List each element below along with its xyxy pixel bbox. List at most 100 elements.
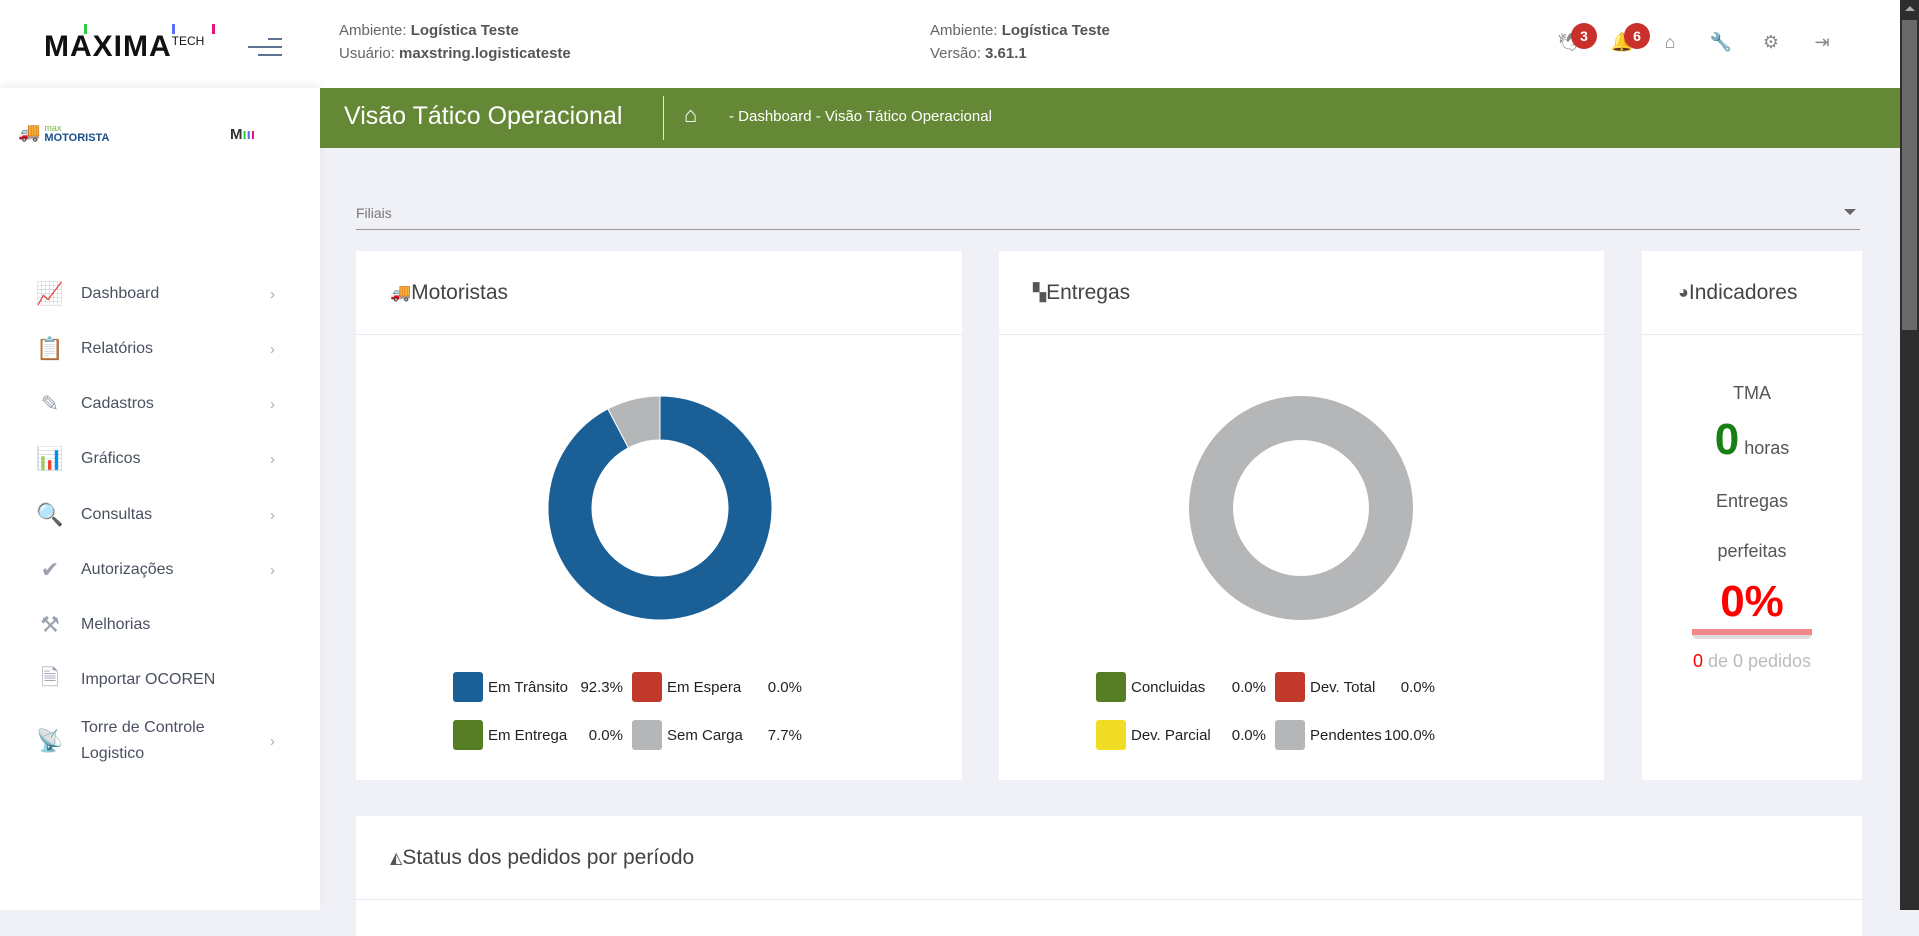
filiais-label: Filiais [356, 205, 392, 221]
sidebar-item-label: Torre de Controle Logistico [81, 719, 205, 762]
legend-value: 0.0% [767, 678, 802, 696]
sidebar-item-consultas[interactable]: 🔍 Consultas › [0, 490, 320, 540]
legend-swatch [1096, 672, 1126, 702]
legend-label: Sem Carga [667, 726, 743, 744]
deliveries-count: 0 de 0 pedidos [1642, 651, 1862, 672]
breadcrumb[interactable]: - Dashboard - Visão Tático Operacional [729, 108, 992, 125]
sidebar-item-cadastros[interactable]: ✎ Cadastros › [0, 379, 320, 429]
bell-icon[interactable]: 🔔 6 [1610, 23, 1650, 54]
divider [663, 96, 664, 140]
legend-label: Dev. Total [1310, 678, 1376, 696]
menu-toggle-icon[interactable] [248, 36, 282, 56]
top-header: MAXIMATECH Ambiente: Logística Teste Usu… [0, 0, 1900, 88]
legend-value: 92.3% [580, 678, 623, 696]
clipboard-icon: 📋 [36, 336, 64, 361]
sidebar-item-label: Relatórios [81, 340, 154, 357]
entregas-perfeitas-label: Entregas [1715, 491, 1789, 511]
sidebar-item-label: Autorizações [81, 561, 174, 578]
entregas-card: ▚ Entregas Concluidas 0.0% Dev. Total 0.0% De… [999, 251, 1604, 780]
area-chart-icon: ◭ [390, 849, 403, 867]
legend-label: Em Entrega [488, 726, 568, 744]
chevron-right-icon: › [270, 285, 275, 303]
magic-wand-icon: ⚒ [40, 612, 60, 637]
donut-slice-em-tr-nsito[interactable] [547, 395, 773, 621]
scrollbar-thumb[interactable] [1902, 20, 1917, 330]
legend-item[interactable]: Em Entrega 0.0% [453, 720, 623, 750]
legend-item[interactable]: Dev. Parcial 0.0% [1096, 720, 1266, 750]
perfect-deliveries-value: 0% [1720, 577, 1784, 626]
motoristas-card: 🚚 Motoristas Em Trânsito 92.3% Em Espera 0.0… [356, 251, 962, 780]
environment-info: Ambiente: Logística Teste Usuário: maxst… [339, 19, 571, 65]
sidebar-item-melhorias[interactable]: ⚒ Melhorias [0, 600, 320, 650]
perfect-deliveries-bar [1692, 629, 1812, 639]
wrench-icon[interactable]: 🔧 [1709, 32, 1733, 52]
document-icon: 🗎 [41, 665, 59, 690]
legend-swatch [1096, 720, 1126, 750]
boxes-icon: ▚ [1033, 282, 1047, 302]
m-logo-text: M [230, 126, 243, 143]
tma-label: TMA [1733, 383, 1771, 403]
legend-swatch [1275, 720, 1305, 750]
logo-text: MAXIMA [44, 30, 172, 63]
env-value: Logística Teste [410, 22, 519, 39]
antenna-icon: 📡 [36, 728, 64, 753]
env-label: Ambiente: [339, 22, 407, 39]
chevron-right-icon: › [270, 450, 275, 468]
legend-item[interactable]: Concluidas 0.0% [1096, 672, 1266, 702]
count-done: 0 [1692, 651, 1703, 671]
sidebar-item-gráficos[interactable]: 📊 Gráficos › [0, 434, 320, 484]
pencil-icon: ✎ [40, 391, 60, 416]
sidebar: 🚚 max MOTORISTA Mııı 📈 Dashboard › 📋 Relatór… [0, 88, 320, 910]
logo-sup: TECH [171, 34, 205, 48]
env-label: Ambiente: [930, 22, 998, 39]
legend-item[interactable]: Sem Carga 7.7% [632, 720, 802, 750]
sidebar-item-importar[interactable]: 🗎 Importar OCOREN [0, 655, 320, 705]
chevron-right-icon: › [270, 506, 275, 524]
bird-icon[interactable]: 🕊 3 [1557, 23, 1597, 54]
motoristas-donut-chart [547, 395, 773, 621]
legend-item[interactable]: Em Espera 0.0% [632, 672, 802, 702]
legend-value: 0.0% [1400, 678, 1435, 696]
card-title: Motoristas [411, 280, 509, 304]
filiais-select[interactable]: Filiais [356, 196, 1860, 230]
legend-swatch [453, 720, 483, 750]
double-check-icon: ✔ [40, 557, 60, 582]
bar-chart-icon: 📊 [36, 446, 64, 471]
legend-item[interactable]: Em Trânsito 92.3% [453, 672, 623, 702]
scrollbar[interactable] [1900, 0, 1919, 910]
sidebar-item-autorizações[interactable]: ✔ Autorizações › [0, 545, 320, 595]
tma-unit: horas [1744, 438, 1790, 458]
legend-value: 0.0% [588, 726, 623, 744]
donut-slice-sem-carga[interactable] [607, 395, 661, 449]
search-icon: 🔍 [36, 502, 64, 527]
pie-chart-icon: ◕ [1678, 282, 1689, 302]
page-title-bar: Visão Tático Operacional ⌂ - Dashboard -… [320, 88, 1900, 148]
legend-value: 0.0% [1231, 726, 1266, 744]
donut-slice-pendentes[interactable] [1189, 396, 1413, 620]
truck-icon: 🚚 [390, 282, 412, 302]
truck-icon: 🚚 [18, 122, 41, 142]
sidebar-item-relatórios[interactable]: 📋 Relatórios › [0, 324, 320, 374]
sidebar-item-dashboard[interactable]: 📈 Dashboard › [0, 269, 320, 319]
entregas-perfeitas-label: perfeitas [1717, 541, 1787, 561]
tma-value: 0 [1714, 415, 1740, 464]
legend-value: 0.0% [1231, 678, 1266, 696]
card-title: Status dos pedidos por período [402, 845, 695, 869]
legend-swatch [1275, 672, 1305, 702]
env-value: Logística Teste [1001, 22, 1110, 39]
legend-item[interactable]: Dev. Total 0.0% [1275, 672, 1445, 702]
chevron-right-icon: › [270, 732, 275, 750]
scroll-up-icon[interactable] [1905, 6, 1915, 11]
home-icon[interactable]: ⌂ [684, 102, 698, 127]
user-value: maxstring.logisticateste [399, 45, 571, 62]
logout-icon[interactable]: ⇥ [1814, 32, 1830, 52]
legend-label: Pendentes [1310, 726, 1382, 744]
legend-item[interactable]: Pendentes 100.0% [1275, 720, 1445, 750]
brand-name: MOTORISTA [44, 131, 110, 144]
user-label: Usuário: [339, 45, 395, 62]
home-icon[interactable]: ⌂ [1664, 32, 1676, 52]
legend-swatch [632, 672, 662, 702]
sidebar-item-torre[interactable]: 📡 Torre de Controle Logistico › [0, 716, 320, 766]
gear-icon[interactable]: ⚙ [1762, 32, 1780, 52]
version-value: 3.61.1 [985, 45, 1027, 62]
